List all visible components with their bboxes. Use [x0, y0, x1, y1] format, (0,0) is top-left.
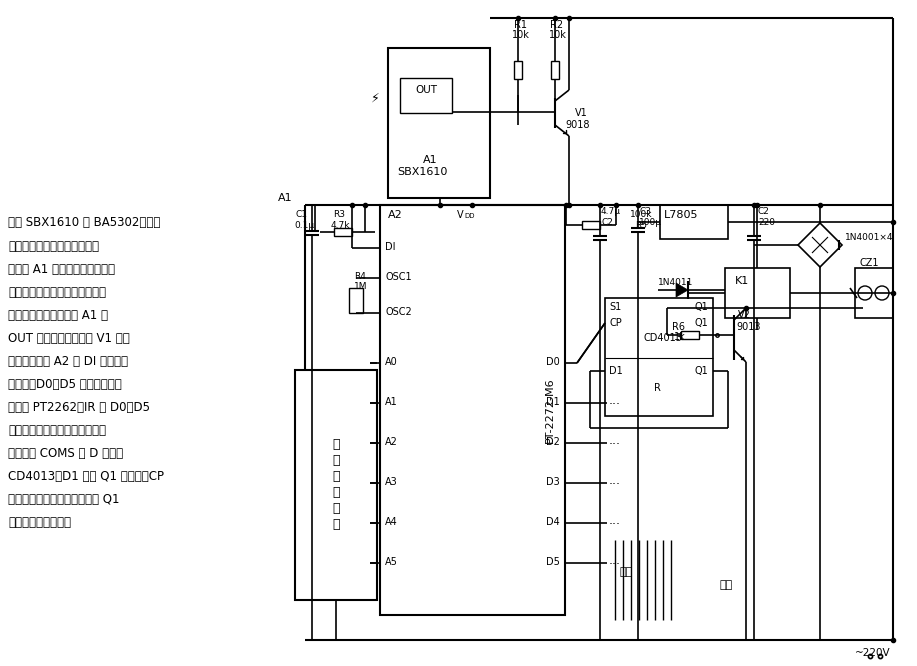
Text: 同上: 同上 — [720, 580, 734, 590]
Text: D4: D4 — [547, 517, 560, 527]
Text: ···: ··· — [609, 478, 621, 491]
Text: A1: A1 — [423, 155, 437, 165]
Text: 100k: 100k — [630, 210, 653, 219]
Text: D1: D1 — [547, 397, 560, 407]
Text: DD: DD — [464, 213, 474, 219]
Text: D3: D3 — [547, 477, 560, 487]
Text: A1: A1 — [385, 397, 398, 407]
Text: 9018: 9018 — [565, 120, 590, 130]
Text: 1M: 1M — [354, 282, 368, 291]
Text: ···: ··· — [609, 398, 621, 411]
Polygon shape — [676, 283, 688, 297]
Text: C1: C1 — [295, 210, 307, 219]
Text: C2: C2 — [757, 207, 768, 216]
Text: R1: R1 — [514, 20, 527, 30]
Text: Q1: Q1 — [694, 302, 708, 312]
Text: DI: DI — [385, 242, 395, 252]
Text: 品，当 A1 的感光窗接收到由发: 品，当 A1 的感光窗接收到由发 — [8, 263, 115, 276]
Bar — [551, 61, 559, 79]
Text: 1N4001×4: 1N4001×4 — [845, 233, 893, 242]
Text: 1k: 1k — [674, 332, 686, 342]
Text: CD4013: CD4013 — [644, 333, 683, 343]
Text: L7805: L7805 — [664, 210, 699, 220]
Text: C2: C2 — [601, 218, 613, 227]
Text: D1: D1 — [609, 366, 623, 376]
Bar — [605, 298, 713, 416]
Text: ···: ··· — [609, 438, 621, 451]
Text: D2: D2 — [547, 437, 560, 447]
Bar — [582, 221, 600, 229]
Text: A4: A4 — [385, 517, 398, 527]
Text: R4: R4 — [354, 272, 366, 281]
Text: SBX1610: SBX1610 — [397, 167, 447, 177]
Text: 经内部电路处理后，从 A1 的: 经内部电路处理后，从 A1 的 — [8, 309, 108, 322]
Bar — [349, 288, 363, 313]
Text: 选用 SBX1610 或 BA5302，它是: 选用 SBX1610 或 BA5302，它是 — [8, 216, 160, 229]
Text: 正确时，D0～D5 端输出信号与: 正确时，D0～D5 端输出信号与 — [8, 378, 122, 391]
Text: OSC2: OSC2 — [385, 307, 412, 317]
Text: R5: R5 — [635, 221, 647, 230]
Bar — [295, 370, 377, 600]
Text: CP: CP — [609, 318, 622, 328]
Text: Q̄1: Q̄1 — [694, 318, 708, 328]
Bar — [400, 78, 452, 113]
Text: V: V — [457, 210, 464, 220]
Text: A3: A3 — [385, 477, 398, 487]
Text: V1: V1 — [575, 108, 588, 118]
Text: 三
态
解
码
开
关: 三 态 解 码 开 关 — [332, 438, 340, 531]
Bar — [725, 268, 790, 318]
Text: ⚡: ⚡ — [370, 92, 380, 105]
Text: D0: D0 — [547, 357, 560, 367]
Bar — [855, 268, 893, 318]
Text: 端的输出信号相对应。控制电路: 端的输出信号相对应。控制电路 — [8, 424, 106, 437]
Text: 9013: 9013 — [736, 322, 760, 332]
Text: CD4013，D1 端与 Q1 端相连，CP: CD4013，D1 端与 Q1 端相连，CP — [8, 470, 164, 483]
Text: Q1: Q1 — [694, 366, 708, 376]
Text: K1: K1 — [735, 276, 749, 286]
Text: 100μ: 100μ — [639, 218, 662, 227]
Text: R3: R3 — [333, 210, 345, 219]
Text: OUT: OUT — [415, 85, 437, 95]
Text: 发射器 PT2262－IR 的 D0～D5: 发射器 PT2262－IR 的 D0～D5 — [8, 401, 150, 414]
Text: 的信号就翻转一次。: 的信号就翻转一次。 — [8, 516, 71, 529]
Text: C3: C3 — [640, 207, 652, 216]
Text: 红外放大、解调一体化组件成: 红外放大、解调一体化组件成 — [8, 240, 99, 253]
Text: ···: ··· — [609, 558, 621, 571]
Text: R6: R6 — [672, 322, 685, 332]
Text: ···: ··· — [609, 518, 621, 531]
Text: A1: A1 — [278, 193, 293, 203]
Text: A5: A5 — [385, 557, 398, 567]
Text: 芯片选用 COMS 双 D 触发器: 芯片选用 COMS 双 D 触发器 — [8, 447, 123, 460]
Text: A0: A0 — [385, 357, 398, 367]
Text: 每接收到一个正脉冲，输出端 Q1: 每接收到一个正脉冲，输出端 Q1 — [8, 493, 119, 506]
Text: S1: S1 — [609, 302, 621, 312]
Bar — [660, 205, 728, 239]
Text: OSC1: OSC1 — [385, 272, 412, 282]
Text: 220: 220 — [758, 218, 775, 227]
Bar — [334, 228, 351, 236]
Bar — [388, 48, 490, 198]
Text: 10k: 10k — [549, 30, 567, 40]
Text: PT-2272-M6: PT-2272-M6 — [545, 377, 555, 443]
Bar — [380, 205, 565, 615]
Text: 射器发来的红外线调制信号时，: 射器发来的红外线调制信号时， — [8, 286, 106, 299]
Text: 10k: 10k — [512, 30, 530, 40]
Text: 倒相后，送到 A2 的 DI 端，解码: 倒相后，送到 A2 的 DI 端，解码 — [8, 355, 128, 368]
Text: 4.7k: 4.7k — [331, 221, 350, 230]
Text: A2: A2 — [385, 437, 398, 447]
Text: CZ1: CZ1 — [859, 258, 878, 268]
Text: R: R — [654, 383, 661, 393]
Text: ~220V: ~220V — [855, 648, 890, 658]
Text: R2: R2 — [550, 20, 563, 30]
Text: D5: D5 — [547, 557, 560, 567]
Text: 4.7μ: 4.7μ — [601, 207, 621, 216]
Text: A2: A2 — [388, 210, 403, 220]
Bar — [680, 331, 699, 339]
Text: OUT 端输出，经三极管 V1 放大: OUT 端输出，经三极管 V1 放大 — [8, 332, 129, 345]
Text: V2: V2 — [738, 310, 751, 320]
Text: 0.1μ: 0.1μ — [294, 221, 315, 230]
Bar — [514, 61, 522, 79]
Text: 1N4011: 1N4011 — [658, 278, 693, 287]
Text: 同上: 同上 — [620, 567, 634, 577]
